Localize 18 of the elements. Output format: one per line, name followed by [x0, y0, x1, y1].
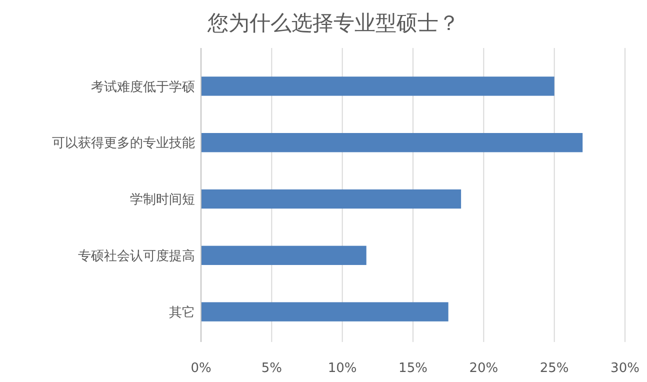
bar	[201, 189, 462, 209]
x-tick-label: 15%	[398, 361, 428, 376]
bar	[201, 246, 366, 265]
y-tick-label: 学制时间短	[130, 192, 195, 208]
x-tick-label: 5%	[261, 361, 282, 376]
chart-title: 您为什么选择专业型硕士？	[206, 11, 460, 35]
y-tick-label: 专硕社会认可度提高	[78, 248, 195, 264]
bar	[201, 76, 554, 96]
x-tick-label: 30%	[610, 361, 640, 376]
y-tick-label: 其它	[169, 304, 195, 320]
y-tick-label: 考试难度低于学硕	[91, 78, 195, 95]
x-tick-label: 20%	[469, 361, 498, 376]
x-tick-label: 25%	[540, 361, 569, 376]
y-tick-label: 可以获得更多的专业技能	[52, 136, 195, 152]
bar	[201, 302, 448, 322]
x-tick-label: 10%	[328, 361, 357, 376]
bar	[201, 133, 583, 152]
x-tick-label: 0%	[190, 361, 212, 376]
